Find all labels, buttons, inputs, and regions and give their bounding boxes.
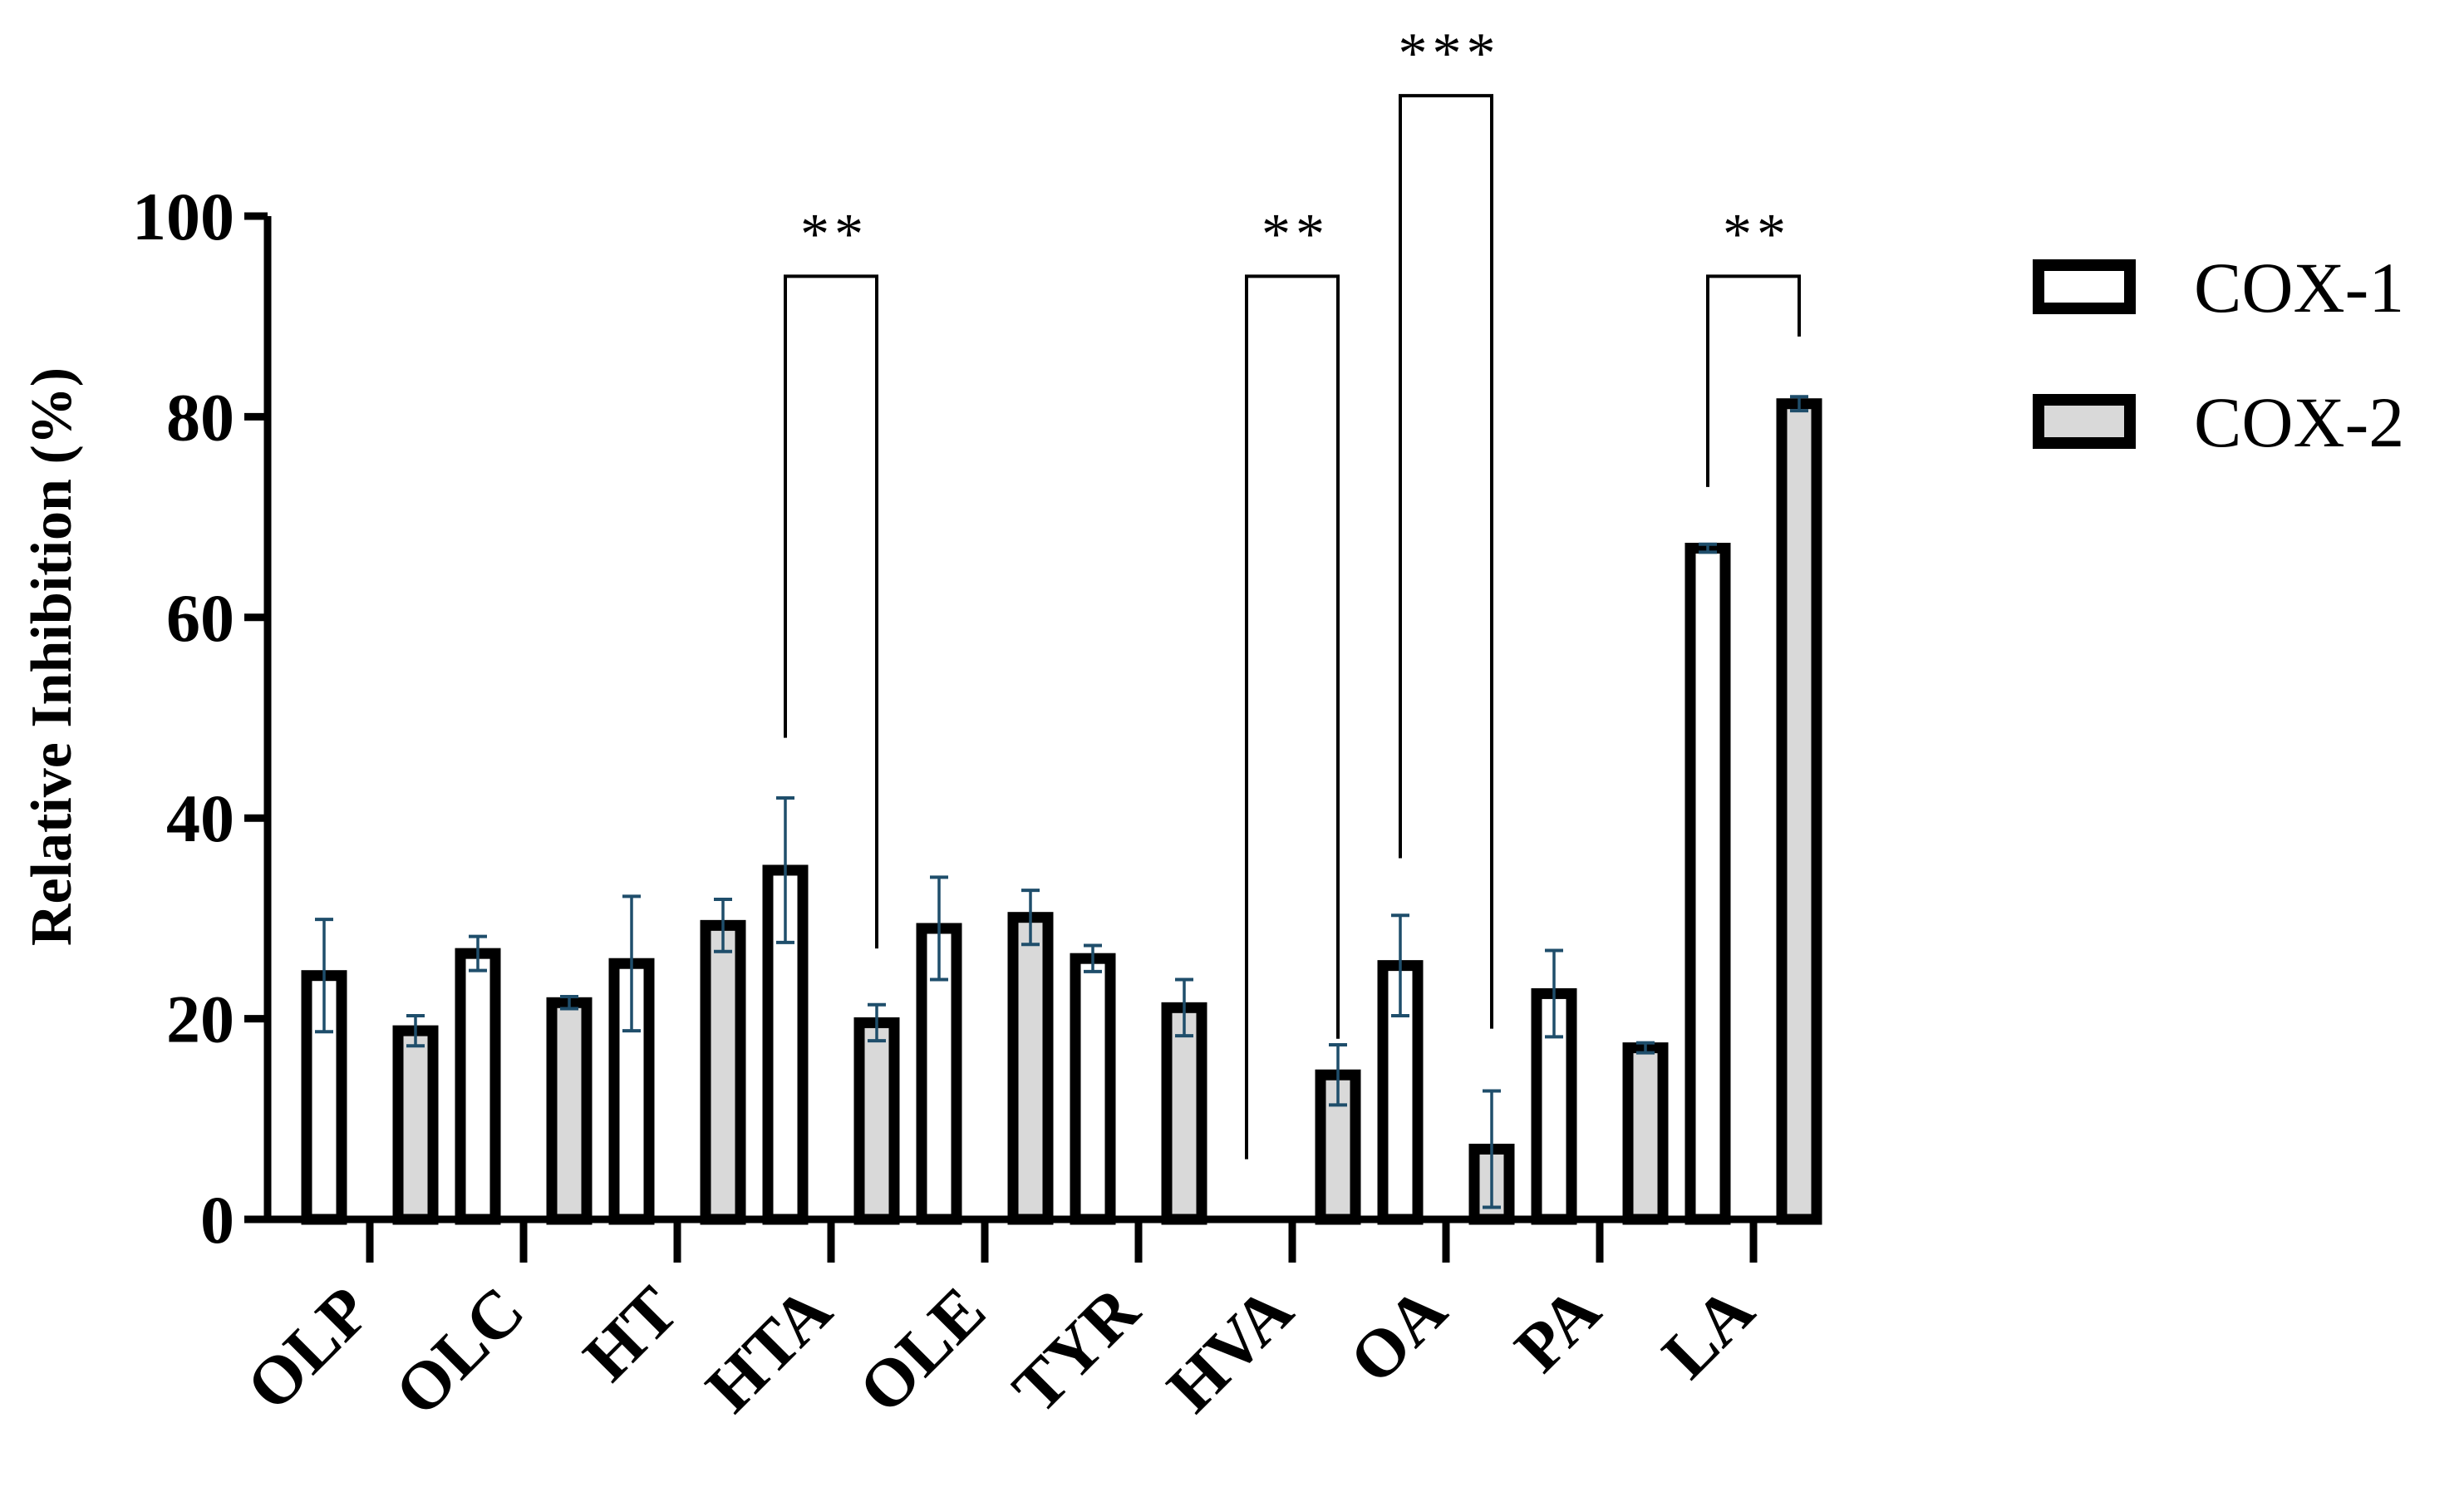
error-bar-cox-2-olp bbox=[406, 1013, 425, 1048]
x-tick-label-la: LA bbox=[1648, 1272, 1768, 1392]
bars bbox=[301, 395, 1822, 1225]
y-tick-label: 80 bbox=[166, 379, 234, 455]
significance-bracket-hta: ** bbox=[784, 202, 878, 949]
error-bar-cox-2-la bbox=[1790, 395, 1808, 413]
error-bar-cox-1-tyr bbox=[1084, 943, 1102, 973]
error-bar-cox-2-ht bbox=[714, 897, 732, 953]
x-tick-label-pa: PA bbox=[1500, 1272, 1614, 1386]
error-bar-cox-1-pa bbox=[1545, 948, 1563, 1039]
error-bar-cox-2-hva bbox=[1329, 1042, 1347, 1107]
bar-cox-2-ht bbox=[700, 919, 746, 1225]
error-bar-cox-1-la bbox=[1699, 542, 1717, 554]
x-tick-label-hva: HVA bbox=[1153, 1272, 1307, 1426]
x-tick-label-oa: OA bbox=[1335, 1272, 1460, 1397]
bracket-line bbox=[784, 274, 878, 949]
significance-bracket-hva: ** bbox=[1245, 202, 1340, 1160]
error-bar-cox-1-olc bbox=[469, 934, 487, 972]
x-tick-label-ht: HT bbox=[569, 1272, 692, 1395]
significance-stars: *** bbox=[1399, 22, 1501, 86]
y-axis-title: Relative Inhibition (%) bbox=[20, 367, 84, 946]
x-tick-label-ole: OLE bbox=[844, 1272, 1000, 1427]
x-tick-label-olp: OLP bbox=[232, 1272, 385, 1425]
legend-swatch bbox=[2033, 259, 2136, 314]
bar-cox-2-olc bbox=[546, 997, 593, 1225]
error-bar-cox-1-olp bbox=[315, 918, 333, 1034]
x-tick-label-tyr: TYR bbox=[998, 1272, 1153, 1427]
legend-swatch bbox=[2033, 394, 2136, 449]
significance-stars: ** bbox=[1723, 202, 1791, 266]
bar-cox-2-tyr bbox=[1161, 1002, 1207, 1225]
error-bar-cox-2-pa bbox=[1636, 1041, 1655, 1055]
y-tick-label: 100 bbox=[132, 179, 234, 254]
error-bar-cox-1-hta bbox=[776, 796, 794, 944]
error-bar-cox-2-olc bbox=[560, 995, 578, 1011]
significance-stars: ** bbox=[1262, 202, 1330, 266]
error-bar-cox-2-tyr bbox=[1175, 977, 1193, 1038]
significance-bracket-oa: *** bbox=[1399, 22, 1501, 1029]
error-bar-cox-2-oa bbox=[1483, 1089, 1501, 1209]
bracket-line bbox=[1706, 274, 1801, 487]
legend: COX-1 COX-2 bbox=[2033, 248, 2404, 462]
legend-label: COX-2 bbox=[2194, 382, 2404, 462]
legend-label: COX-1 bbox=[2194, 248, 2404, 327]
legend-item-cox-1: COX-1 bbox=[2033, 248, 2404, 327]
significance-bracket-la: ** bbox=[1706, 202, 1801, 487]
error-bar-cox-1-oa bbox=[1391, 913, 1409, 1017]
y-tick-label: 60 bbox=[166, 580, 234, 656]
bar-cox-2-olp bbox=[392, 1025, 439, 1225]
bar-cox-1-olc bbox=[455, 948, 501, 1225]
significance-brackets: ** ******* bbox=[784, 22, 1801, 1160]
bracket-line bbox=[1245, 274, 1340, 1160]
significance-stars: ** bbox=[800, 202, 868, 266]
x-tick-label-olc: OLC bbox=[381, 1272, 539, 1430]
legend-item-cox-2: COX-2 bbox=[2033, 382, 2404, 462]
x-tick-label-hta: HTA bbox=[691, 1272, 846, 1426]
bar-cox-2-hta bbox=[853, 1017, 900, 1225]
y-tick-label: 0 bbox=[200, 1182, 234, 1258]
bar-cox-2-pa bbox=[1622, 1042, 1669, 1225]
bracket-line bbox=[1399, 94, 1493, 1029]
bar-cox-2-ole bbox=[1007, 912, 1054, 1225]
y-tick-label: 20 bbox=[166, 982, 234, 1057]
bar-cox-1-la bbox=[1684, 543, 1731, 1225]
bar-cox-1-tyr bbox=[1070, 953, 1116, 1225]
bar-cox-2-la bbox=[1776, 398, 1822, 1225]
y-tick-label: 40 bbox=[166, 780, 234, 856]
error-bar-cox-1-ole bbox=[930, 875, 948, 982]
error-bar-cox-2-ole bbox=[1021, 889, 1040, 947]
error-bar-cox-1-ht bbox=[622, 894, 641, 1033]
error-bar-cox-2-hta bbox=[868, 1002, 886, 1043]
